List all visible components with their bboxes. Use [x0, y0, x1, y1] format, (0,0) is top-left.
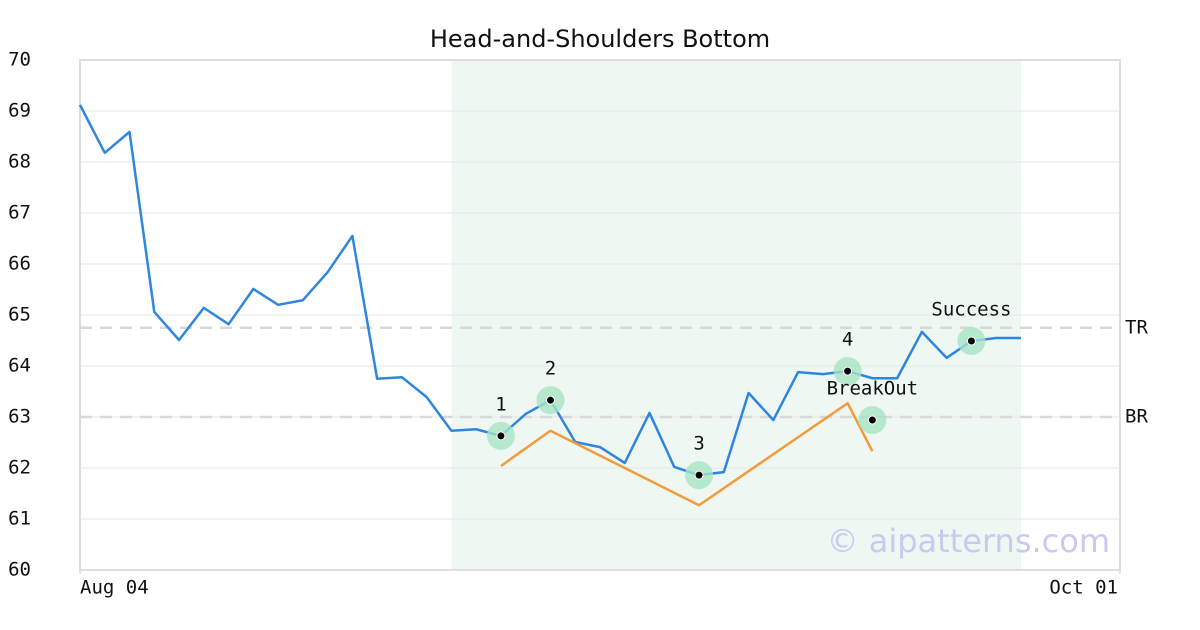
chart-title: Head-and-Shoulders Bottom	[430, 25, 770, 53]
pattern-label: Success	[931, 299, 1011, 321]
pattern-label: 3	[693, 433, 704, 455]
y-tick-label: 60	[8, 559, 31, 581]
y-tick-label: 69	[8, 100, 31, 122]
y-tick-label: 68	[8, 151, 31, 173]
reference-label: TR	[1125, 316, 1148, 338]
pattern-label: 4	[842, 329, 853, 351]
pattern-point	[843, 366, 853, 376]
pattern-point	[694, 470, 704, 480]
y-tick-label: 61	[8, 508, 31, 530]
pattern-point	[867, 415, 877, 425]
watermark: © aipatterns.com	[827, 522, 1110, 560]
x-tick-label: Aug 04	[80, 577, 149, 599]
reference-label: BR	[1125, 406, 1148, 428]
y-tick-label: 70	[8, 49, 31, 71]
data-line	[500, 401, 874, 507]
y-tick-label: 65	[8, 304, 31, 326]
pattern-point	[545, 395, 555, 405]
y-tick-label: 64	[8, 355, 31, 377]
plot-frame	[79, 59, 1121, 571]
y-tick-label: 62	[8, 457, 31, 479]
pattern-point	[496, 431, 506, 441]
y-tick-label: 66	[8, 253, 31, 275]
x-tick-label: Oct 01	[1049, 577, 1118, 599]
pattern-label: 2	[545, 358, 556, 380]
pattern-point	[966, 336, 976, 346]
pattern-label: BreakOut	[827, 378, 919, 400]
y-tick-label: 67	[8, 202, 31, 224]
y-tick-label: 63	[8, 406, 31, 428]
pattern-label: 1	[495, 393, 506, 415]
